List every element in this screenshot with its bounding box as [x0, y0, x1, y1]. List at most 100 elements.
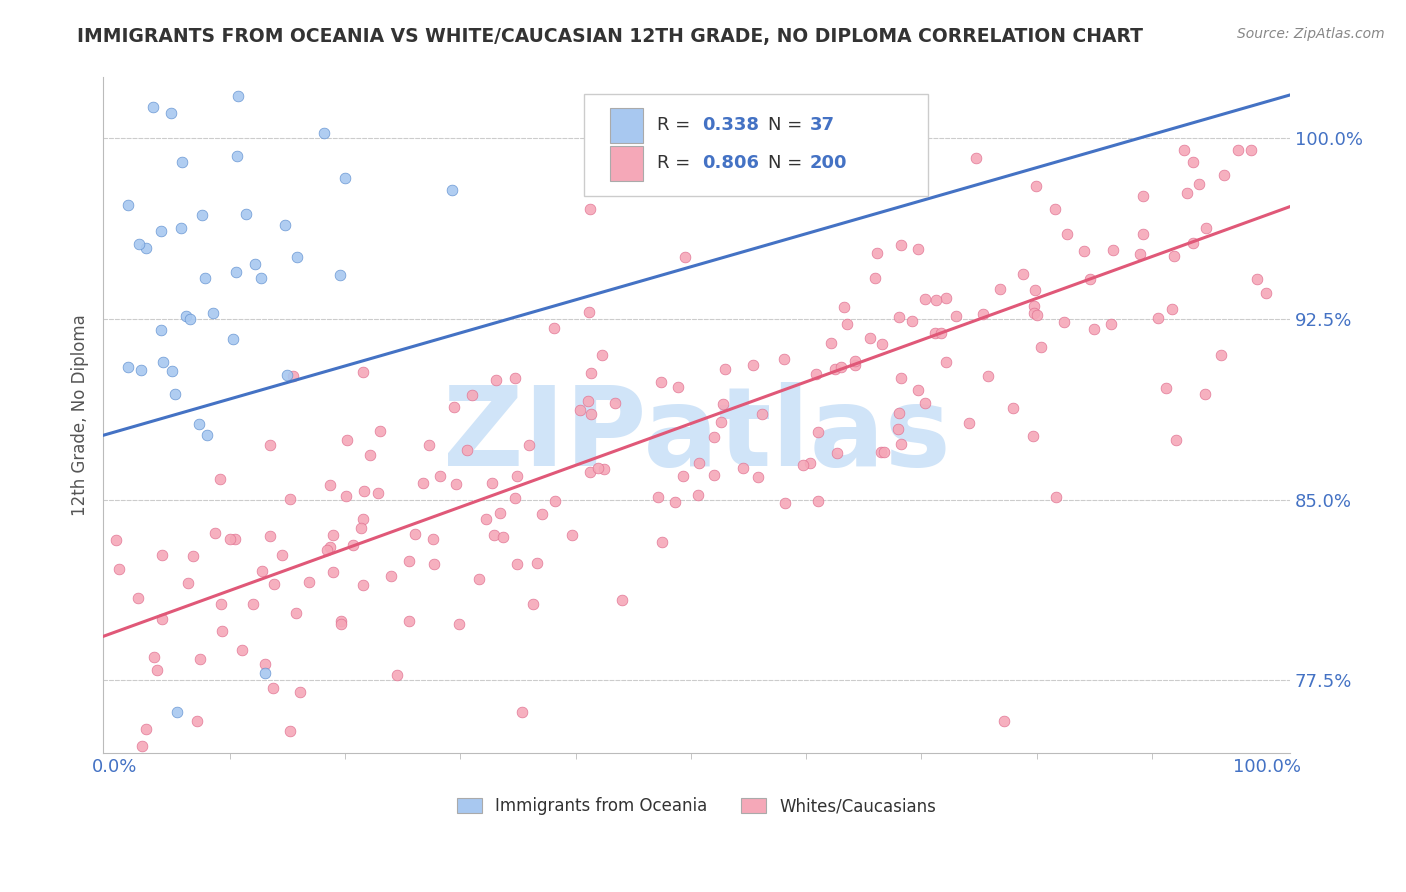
- Point: [194, 271, 217, 285]
- Point: [492, 531, 515, 545]
- Point: [914, 292, 936, 306]
- Point: [1002, 401, 1025, 415]
- Point: [581, 407, 603, 421]
- Bar: [610, 108, 643, 143]
- Point: [160, 106, 183, 120]
- Point: [1194, 221, 1216, 235]
- Point: [224, 532, 246, 546]
- Point: [152, 612, 174, 626]
- Point: [412, 475, 434, 490]
- Point: [475, 512, 498, 526]
- Point: [561, 528, 583, 542]
- Point: [350, 520, 373, 534]
- Point: [666, 379, 689, 393]
- Point: [522, 597, 544, 611]
- Point: [152, 355, 174, 369]
- Point: [142, 100, 165, 114]
- Point: [586, 460, 609, 475]
- Point: [231, 642, 253, 657]
- Point: [1045, 202, 1067, 216]
- Point: [484, 527, 506, 541]
- Point: [1056, 227, 1078, 241]
- Point: [824, 361, 846, 376]
- Point: [1025, 178, 1047, 193]
- Point: [792, 458, 814, 472]
- Point: [274, 218, 297, 232]
- Point: [489, 506, 512, 520]
- Point: [591, 348, 613, 362]
- Point: [418, 438, 440, 452]
- Point: [993, 714, 1015, 729]
- Point: [342, 538, 364, 552]
- Point: [242, 597, 264, 611]
- Point: [225, 149, 247, 163]
- Point: [688, 456, 710, 470]
- Point: [422, 532, 444, 546]
- Point: [714, 362, 737, 376]
- Point: [312, 127, 335, 141]
- Text: 0.806: 0.806: [703, 154, 759, 172]
- Point: [1182, 236, 1205, 251]
- Point: [935, 355, 957, 369]
- Point: [360, 448, 382, 462]
- Point: [335, 489, 357, 503]
- Point: [444, 477, 467, 491]
- Point: [972, 307, 994, 321]
- Point: [404, 526, 426, 541]
- Point: [422, 557, 444, 571]
- Point: [870, 444, 893, 458]
- Point: [1129, 246, 1152, 260]
- Point: [1099, 317, 1122, 331]
- Point: [117, 198, 139, 212]
- Point: [605, 396, 627, 410]
- Point: [686, 487, 709, 501]
- Point: [503, 491, 526, 505]
- Text: R =: R =: [658, 116, 696, 135]
- Point: [329, 268, 352, 282]
- Point: [108, 562, 131, 576]
- Point: [1194, 386, 1216, 401]
- Point: [506, 469, 529, 483]
- Point: [1011, 268, 1033, 282]
- Point: [1024, 284, 1046, 298]
- Text: N =: N =: [768, 116, 808, 135]
- Point: [1188, 177, 1211, 191]
- Point: [890, 371, 912, 385]
- Point: [202, 306, 225, 320]
- Point: [579, 465, 602, 479]
- Point: [870, 336, 893, 351]
- Point: [825, 445, 848, 459]
- Point: [298, 575, 321, 590]
- Point: [977, 368, 1000, 383]
- Point: [1101, 244, 1123, 258]
- Point: [1073, 244, 1095, 259]
- Point: [1052, 315, 1074, 329]
- Point: [1132, 227, 1154, 241]
- Point: [844, 358, 866, 372]
- Point: [104, 533, 127, 547]
- Point: [650, 375, 672, 389]
- Point: [965, 151, 987, 165]
- Point: [181, 549, 204, 563]
- Point: [149, 323, 172, 337]
- Point: [773, 496, 796, 510]
- Point: [218, 532, 240, 546]
- Point: [195, 427, 218, 442]
- Point: [1173, 143, 1195, 157]
- Point: [352, 512, 374, 526]
- Point: [914, 395, 936, 409]
- Point: [578, 305, 600, 319]
- Point: [319, 540, 342, 554]
- Point: [605, 143, 627, 157]
- Point: [1227, 143, 1250, 157]
- Point: [1022, 429, 1045, 443]
- Point: [170, 221, 193, 235]
- Point: [222, 332, 245, 346]
- Point: [484, 373, 506, 387]
- Text: IMMIGRANTS FROM OCEANIA VS WHITE/CAUCASIAN 12TH GRADE, NO DIPLOMA CORRELATION CH: IMMIGRANTS FROM OCEANIA VS WHITE/CAUCASI…: [77, 27, 1143, 45]
- Text: 37: 37: [810, 116, 834, 135]
- Point: [907, 242, 929, 256]
- Point: [315, 542, 337, 557]
- Point: [1132, 189, 1154, 203]
- Point: [1029, 340, 1052, 354]
